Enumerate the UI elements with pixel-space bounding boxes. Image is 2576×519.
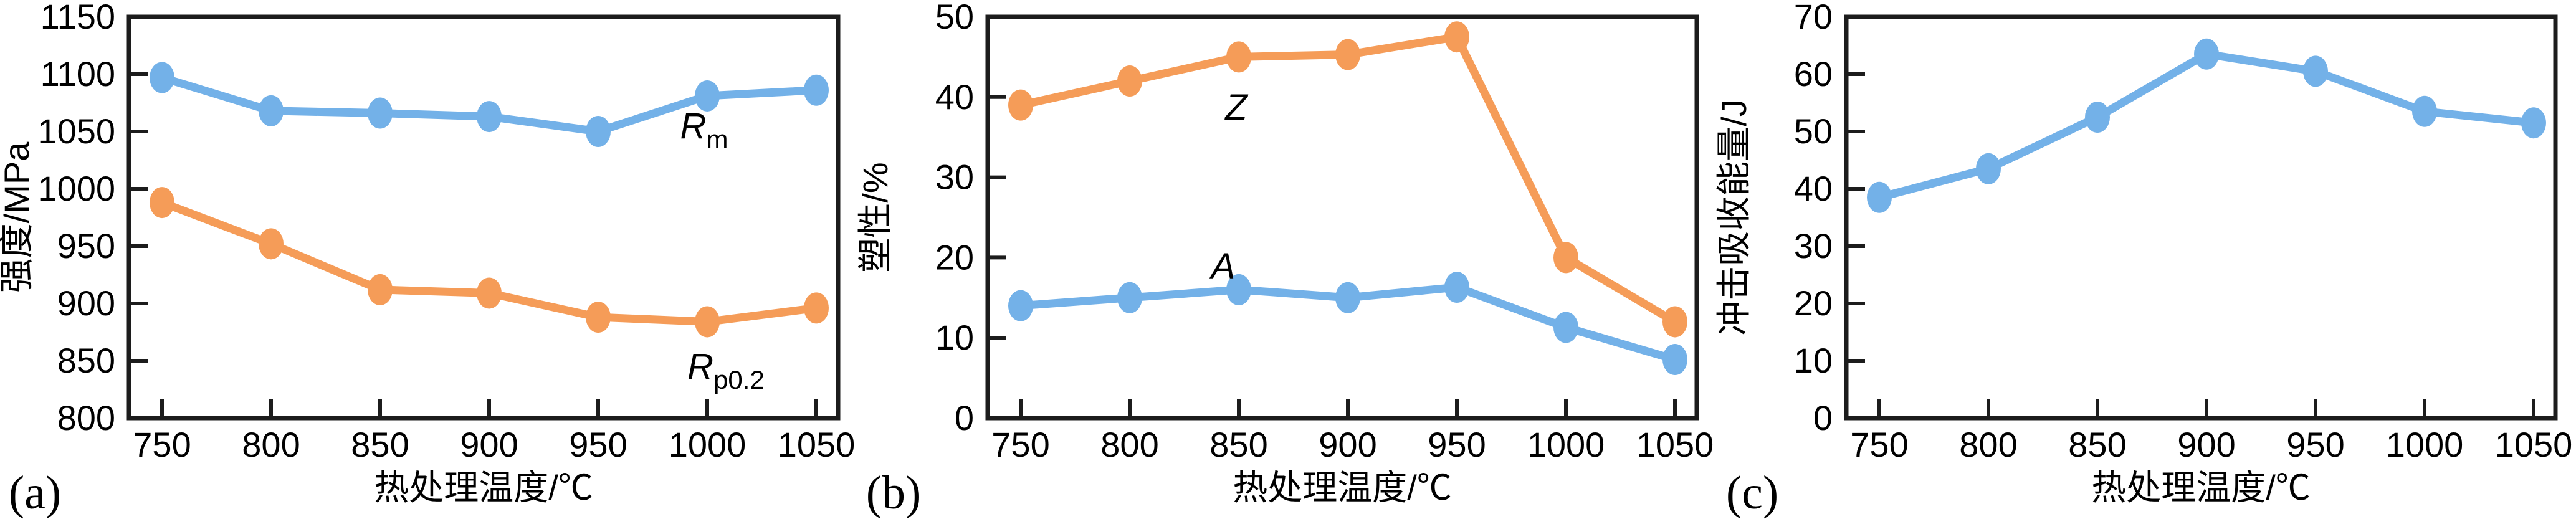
x-tick-label: 950 bbox=[2286, 425, 2344, 464]
y-tick-label: 40 bbox=[1794, 169, 1833, 208]
x-axis-title: 热处理温度/℃ bbox=[1233, 468, 1452, 507]
series-marker-Z bbox=[1335, 39, 1360, 70]
series-marker-Rm bbox=[150, 62, 174, 93]
series-marker-Z bbox=[1662, 306, 1687, 338]
y-tick-label: 0 bbox=[955, 398, 974, 437]
series-marker-impact-absorbed-energy bbox=[2521, 107, 2546, 139]
series-marker-Rp0.2 bbox=[695, 306, 720, 338]
x-tick-label: 850 bbox=[1209, 425, 1267, 464]
y-tick-label: 850 bbox=[57, 341, 115, 380]
series-marker-A bbox=[1662, 343, 1687, 375]
y-tick-label: 50 bbox=[935, 0, 974, 36]
y-tick-label: 70 bbox=[1794, 0, 1833, 36]
series-marker-Rm bbox=[695, 80, 720, 112]
series-marker-A bbox=[1226, 274, 1251, 305]
plot-frame bbox=[1844, 14, 2558, 421]
x-tick-label: 950 bbox=[569, 425, 627, 464]
x-tick-label: 900 bbox=[460, 425, 518, 464]
series-marker-Rp0.2 bbox=[259, 228, 284, 260]
y-tick-label: 800 bbox=[57, 398, 115, 437]
series-marker-A bbox=[1335, 282, 1360, 313]
y-axis-title: 冲击吸收能量/J bbox=[1714, 99, 1753, 336]
panel-b: 0 10 20 30 40 50 750 800 850 900 950 1000 1050 塑性/% 热处… bbox=[856, 0, 1714, 519]
y-tick-label: 900 bbox=[57, 283, 115, 323]
y-axis-title: 塑性/% bbox=[856, 162, 895, 272]
series-marker-Rp0.2 bbox=[586, 302, 611, 333]
y-tick-label: 10 bbox=[1794, 341, 1833, 380]
y-tick-label: 60 bbox=[1794, 54, 1833, 93]
series-marker-Rm bbox=[477, 101, 502, 133]
series-label-A: A bbox=[1209, 246, 1236, 287]
y-tick-label: 1100 bbox=[41, 54, 115, 93]
y-tick-label: 20 bbox=[1794, 283, 1833, 323]
x-tick-label: 800 bbox=[1100, 425, 1158, 464]
y-tick-label: 20 bbox=[935, 237, 974, 277]
panel-letter: (b) bbox=[866, 467, 922, 519]
y-tick-label: 30 bbox=[1794, 226, 1833, 265]
panel-a: 800 850 900 950 1000 1050 1100 1150 750 800 850 900… bbox=[0, 0, 855, 519]
series-label-Rp0.2: Rp0.2 bbox=[687, 346, 765, 394]
series-marker-Z bbox=[1553, 242, 1578, 274]
series-marker-Rm bbox=[259, 95, 284, 126]
series-marker-impact-absorbed-energy bbox=[2303, 55, 2328, 87]
series-marker-Rp0.2 bbox=[804, 292, 829, 324]
x-tick-label: 750 bbox=[133, 425, 191, 464]
series-marker-Rm bbox=[804, 74, 829, 106]
series-marker-A bbox=[1553, 312, 1578, 343]
x-tick-label: 750 bbox=[991, 425, 1049, 464]
y-tick-label: 950 bbox=[57, 226, 115, 265]
x-tick-label: 1000 bbox=[1527, 425, 1605, 464]
series-marker-impact-absorbed-energy bbox=[2085, 102, 2110, 133]
series-marker-impact-absorbed-energy bbox=[1867, 181, 1892, 213]
x-tick-label: 1050 bbox=[1636, 425, 1714, 464]
x-tick-label: 800 bbox=[1959, 425, 2017, 464]
panel-letter: (a) bbox=[9, 467, 61, 519]
series-marker-impact-absorbed-energy bbox=[1976, 153, 2001, 184]
series-label-Z: Z bbox=[1224, 87, 1249, 128]
x-tick-label: 950 bbox=[1428, 425, 1486, 464]
series-marker-Z bbox=[1226, 41, 1251, 73]
y-tick-label: 50 bbox=[1794, 112, 1833, 151]
series-marker-A bbox=[1117, 282, 1142, 313]
series-marker-Rm bbox=[368, 97, 393, 129]
series-marker-Rp0.2 bbox=[477, 277, 502, 309]
y-tick-label: 40 bbox=[935, 77, 974, 117]
y-tick-label: 1050 bbox=[37, 112, 115, 151]
series-marker-Rp0.2 bbox=[150, 187, 174, 219]
panel-letter: (c) bbox=[1726, 467, 1778, 519]
x-tick-label: 800 bbox=[242, 425, 300, 464]
x-tick-label: 1000 bbox=[669, 425, 747, 464]
series-marker-Z bbox=[1008, 89, 1033, 121]
series-marker-impact-absorbed-energy bbox=[2412, 95, 2437, 127]
y-tick-label: 30 bbox=[935, 158, 974, 197]
series-marker-A bbox=[1008, 290, 1033, 321]
series-marker-A bbox=[1444, 272, 1469, 303]
x-tick-label: 1050 bbox=[2495, 425, 2573, 464]
x-tick-label: 900 bbox=[1319, 425, 1376, 464]
y-tick-label: 10 bbox=[935, 318, 974, 357]
x-tick-label: 850 bbox=[2068, 425, 2126, 464]
panel-c: 0 10 20 30 40 50 60 70 750 800 850 900 950 1000 1050 冲击… bbox=[1714, 0, 2572, 519]
x-tick-label: 1000 bbox=[2386, 425, 2464, 464]
plot-frame bbox=[985, 14, 1699, 421]
series-marker-impact-absorbed-energy bbox=[2194, 38, 2219, 70]
x-tick-label: 900 bbox=[2177, 425, 2235, 464]
x-tick-label: 750 bbox=[1850, 425, 1908, 464]
plot-frame bbox=[126, 14, 841, 421]
x-axis-title: 热处理温度/℃ bbox=[374, 468, 593, 507]
series-marker-Z bbox=[1117, 65, 1142, 97]
x-tick-label: 850 bbox=[351, 425, 409, 464]
series-label-Rm: Rm bbox=[680, 106, 728, 154]
series-marker-Rm bbox=[586, 116, 611, 147]
series-marker-Rp0.2 bbox=[368, 274, 393, 305]
y-tick-label: 0 bbox=[1813, 398, 1833, 437]
y-axis-title: 强度/MPa bbox=[0, 141, 36, 293]
series-marker-Z bbox=[1444, 21, 1469, 53]
y-tick-label: 1000 bbox=[37, 169, 115, 208]
y-tick-label: 1150 bbox=[41, 0, 115, 36]
x-tick-label: 1050 bbox=[778, 425, 856, 464]
x-axis-title: 热处理温度/℃ bbox=[2091, 468, 2311, 507]
